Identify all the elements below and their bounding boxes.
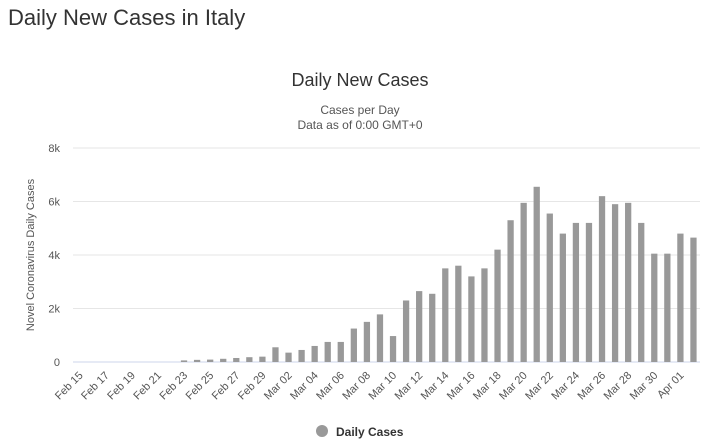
bar-feb-25[interactable]: [207, 359, 214, 362]
bar-mar-09[interactable]: [376, 314, 384, 362]
x-tick-label: Feb 23: [157, 370, 190, 403]
x-tick-label: Mar 08: [340, 370, 373, 403]
x-tick-label: Mar 02: [262, 370, 295, 403]
grid-lines: [73, 147, 700, 363]
x-tick-label: Mar 16: [445, 370, 478, 403]
bar-mar-31[interactable]: [664, 253, 671, 362]
bar-mar-02[interactable]: [285, 352, 292, 362]
bar-mar-24[interactable]: [572, 222, 580, 362]
x-tick-label: Mar 10: [366, 370, 399, 403]
x-tick-label: Mar 18: [471, 370, 504, 403]
bar-mar-15[interactable]: [455, 265, 462, 362]
x-tick-label: Apr 01: [655, 370, 686, 401]
bar-mar-04[interactable]: [311, 345, 318, 362]
bar-mar-07[interactable]: [350, 328, 357, 362]
page-title: Daily New Cases in Italy: [8, 5, 246, 30]
bar-mar-12[interactable]: [416, 291, 423, 362]
chart-subtitle-line-2: Data as of 0:00 GMT+0: [297, 118, 422, 132]
bar-mar-06[interactable]: [337, 341, 344, 362]
bar-apr-02[interactable]: [690, 237, 697, 362]
bar-mar-27[interactable]: [611, 204, 619, 362]
x-tick-label: Feb 17: [79, 370, 112, 403]
bar-feb-24[interactable]: [193, 359, 201, 362]
y-tick-label: 2k: [48, 304, 60, 316]
chart-title: Daily New Cases: [291, 70, 428, 90]
bar-mar-16[interactable]: [468, 276, 475, 362]
bars: [180, 186, 697, 362]
chart-subtitle-line-1: Cases per Day: [320, 103, 399, 117]
bar-mar-03[interactable]: [298, 349, 305, 362]
x-tick-label: Feb 15: [53, 370, 86, 403]
bar-feb-27[interactable]: [233, 357, 240, 362]
x-tick-label: Feb 21: [131, 370, 164, 403]
legend-marker: [316, 425, 328, 437]
x-tick-label: Feb 25: [184, 370, 217, 403]
x-tick-label: Mar 26: [575, 370, 608, 403]
y-tick-label: 4k: [48, 250, 60, 262]
bar-mar-10[interactable]: [389, 336, 397, 362]
bar-apr-01[interactable]: [677, 233, 684, 362]
x-tick-label: Feb 29: [236, 370, 269, 403]
bar-feb-23[interactable]: [180, 360, 188, 362]
bar-mar-29[interactable]: [638, 222, 645, 362]
x-tick-label: Feb 27: [210, 370, 243, 403]
bar-mar-26[interactable]: [598, 196, 606, 362]
legend[interactable]: Daily Cases: [316, 425, 404, 439]
bar-mar-13[interactable]: [429, 293, 436, 362]
x-tick-label: Mar 14: [419, 370, 452, 403]
y-tick-label: 0: [54, 357, 60, 369]
bar-mar-30[interactable]: [651, 253, 658, 362]
x-tick-label: Mar 12: [393, 370, 426, 403]
x-tick-label: Mar 06: [314, 370, 347, 403]
y-tick-labels: 0 2k 4k 6k 8k: [48, 143, 60, 369]
bar-mar-11[interactable]: [402, 300, 410, 362]
bar-mar-20[interactable]: [520, 202, 527, 362]
bar-mar-14[interactable]: [442, 268, 449, 362]
legend-label[interactable]: Daily Cases: [336, 425, 404, 439]
bar-feb-26[interactable]: [220, 358, 227, 362]
bar-mar-28[interactable]: [625, 202, 632, 362]
bar-mar-01[interactable]: [272, 347, 279, 362]
bar-mar-23[interactable]: [559, 233, 566, 362]
bar-mar-25[interactable]: [585, 222, 593, 362]
y-tick-label: 8k: [48, 143, 60, 155]
bar-mar-05[interactable]: [324, 341, 331, 362]
x-tick-label: Mar 20: [497, 370, 530, 403]
x-tick-label: Feb 19: [105, 370, 138, 403]
x-tick-label: Mar 24: [549, 370, 582, 403]
x-tick-label: Mar 30: [628, 370, 661, 403]
bar-mar-08[interactable]: [363, 321, 371, 362]
bar-mar-18[interactable]: [494, 249, 501, 362]
bar-mar-19[interactable]: [507, 220, 514, 362]
bar-feb-28[interactable]: [246, 357, 253, 362]
x-tick-label: Mar 04: [288, 370, 321, 403]
bar-mar-17[interactable]: [481, 268, 488, 362]
x-tick-label: Mar 28: [602, 370, 635, 403]
bar-feb-29[interactable]: [259, 356, 266, 362]
y-tick-label: 6k: [48, 197, 60, 209]
bar-mar-22[interactable]: [546, 213, 553, 362]
bar-mar-21[interactable]: [533, 186, 540, 362]
y-axis-label: Novel Coronavirus Daily Cases: [25, 178, 37, 331]
x-tick-label: Mar 22: [523, 370, 556, 403]
